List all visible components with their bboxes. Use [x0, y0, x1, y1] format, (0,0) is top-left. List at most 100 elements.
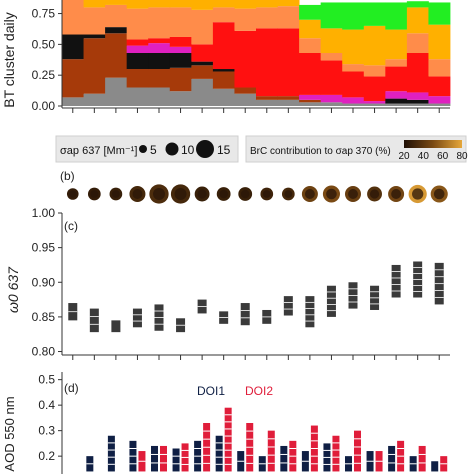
bar-segment	[299, 94, 322, 100]
doi1-bar	[388, 445, 396, 472]
range-bar	[283, 296, 293, 316]
panel-a-ytick-label: 0.25	[32, 68, 56, 82]
bar-segment	[148, 38, 171, 44]
bar-segment	[212, 7, 235, 23]
bar-segment	[126, 69, 149, 88]
bar-segment	[62, 34, 84, 60]
doi2-bar	[160, 445, 167, 472]
bar-segment	[363, 101, 386, 104]
bar-segment	[148, 87, 171, 106]
doi1-bar	[431, 461, 439, 472]
panel-b: (b)	[60, 169, 448, 204]
panel-c-ytick-label: 0.90	[32, 275, 56, 289]
bubble-core	[262, 190, 271, 198]
panel-c-ytick-label: 0.85	[32, 310, 56, 324]
bar-segment	[320, 2, 343, 29]
brc-legend-label: BrC contribution to σap 370 (%)	[250, 146, 391, 157]
bar-segment	[256, 96, 278, 100]
bar-segment	[299, 99, 322, 103]
bar-segment	[428, 59, 451, 77]
bar-segment	[148, 43, 171, 53]
bar-segment	[126, 45, 149, 53]
bar-segment	[62, 97, 84, 106]
bar-segment	[406, 92, 429, 100]
bar-segment	[191, 44, 214, 62]
panel-b-bubbles	[66, 184, 448, 204]
size-legend-value-15: 15	[217, 143, 231, 157]
bar-segment	[83, 0, 106, 8]
brc-tick-label: 40	[418, 151, 430, 162]
doi1-bar	[280, 445, 288, 472]
bar-segment	[169, 46, 192, 53]
bar-segment	[406, 1, 429, 8]
doi2-bar	[418, 445, 426, 472]
panel-d-ytick-label: 0.2	[38, 449, 55, 463]
legend-row: σap 637 [Mm⁻¹] 5 10 15 BrC contribution …	[55, 135, 468, 163]
bar-segment	[299, 53, 322, 95]
range-bar	[326, 285, 336, 317]
bar-segment	[428, 24, 451, 60]
bar-segment	[320, 28, 343, 53]
bar-segment	[191, 65, 214, 79]
bar-segment	[169, 67, 192, 92]
bar-segment	[256, 99, 278, 106]
bar-segment	[105, 0, 128, 5]
size-legend-circle-15	[196, 140, 214, 158]
bar-segment	[428, 76, 451, 97]
range-bar	[240, 303, 250, 326]
bubble-core	[153, 188, 165, 200]
bar-segment	[234, 8, 257, 31]
bar-segment	[342, 97, 365, 104]
bar-segment	[277, 99, 300, 106]
bar-segment	[320, 94, 343, 103]
bar-segment	[385, 2, 408, 30]
bar-segment	[212, 71, 235, 89]
panel-c: 0.80 0.85 0.90 0.95 1.00 (c) ω0 637	[5, 206, 450, 360]
panel-b-label: (b)	[60, 169, 75, 183]
bar-segment	[428, 2, 451, 25]
panel-c-axis: 0.80 0.85 0.90 0.95 1.00	[32, 206, 450, 360]
bar-segment	[148, 69, 171, 88]
bar-segment	[191, 0, 214, 10]
bar-segment	[148, 7, 171, 39]
legend-doi1: DOI1	[197, 384, 225, 398]
legend-doi2: DOI2	[245, 384, 273, 398]
bar-segment	[385, 91, 408, 99]
panel-a-ytick-label: 0.75	[32, 7, 56, 21]
doi2-bar	[267, 430, 275, 472]
bubble-core	[90, 190, 99, 198]
bar-segment	[212, 88, 235, 106]
bar-segment	[126, 87, 149, 106]
doi1-bar	[172, 448, 180, 472]
panel-d-ytick-label: 0.5	[38, 373, 55, 387]
bar-segment	[126, 39, 149, 46]
bar-segment	[256, 0, 278, 8]
bar-segment	[363, 25, 386, 66]
bubble-core	[412, 188, 424, 200]
bar-segment	[212, 69, 235, 72]
bar-segment	[428, 103, 451, 106]
bar-segment	[234, 0, 257, 9]
range-bar	[305, 296, 315, 328]
bar-segment	[385, 59, 408, 67]
size-legend-value-10: 10	[181, 143, 195, 157]
bar-segment	[342, 64, 365, 72]
brc-gradient-bar	[404, 140, 462, 148]
bar-segment	[83, 38, 106, 94]
bar-segment	[385, 103, 408, 106]
bar-segment	[299, 102, 322, 106]
bar-segment	[385, 98, 408, 104]
size-legend-value-5: 5	[150, 143, 157, 157]
bar-segment	[191, 78, 214, 106]
bar-segment	[169, 36, 192, 47]
panel-d-axis: 0.2 0.3 0.4 0.5	[38, 372, 63, 474]
bubble-core	[391, 189, 402, 199]
bar-segment	[406, 53, 429, 93]
bar-segment	[320, 102, 343, 106]
doi2-bar	[224, 407, 232, 472]
bubble-core	[284, 190, 293, 198]
panel-d-ytick-label: 0.3	[38, 424, 55, 438]
bar-segment	[277, 96, 300, 100]
panel-a-ytick-label: 0.50	[32, 37, 56, 51]
